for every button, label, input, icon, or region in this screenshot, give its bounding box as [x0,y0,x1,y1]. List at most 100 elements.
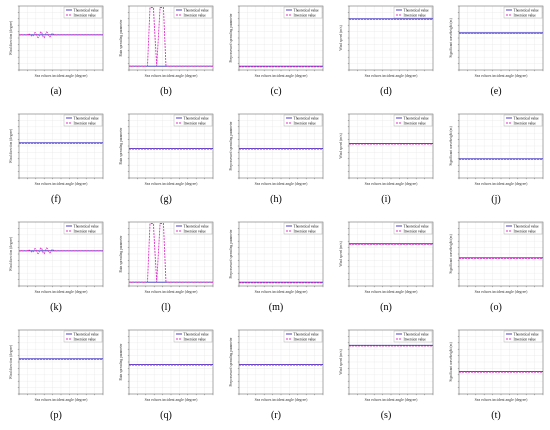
legend-box [173,222,213,235]
y-axis-label: Wind direction (degree) [9,20,13,55]
x-axis-label: Sea echoes incident angle (degree) [475,182,528,186]
legend-box [283,114,323,127]
panel-label-e: (e) [490,86,502,97]
legend-box [393,222,433,235]
chart-panel-q: Theoretical value Inversion value Sea echo… [116,324,216,406]
series-inversion-k [19,246,103,255]
legend-box [173,114,213,127]
y-axis-label: Significant waveheight (m) [449,234,453,274]
legend-label-inversion: Inversion value [514,229,537,233]
legend-label-inversion: Inversion value [294,13,317,17]
legend-box [63,114,103,127]
legend-box [503,222,543,235]
chart-panel-e: Theoretical value Inversion value Sea echo… [446,0,546,82]
legend-label-theoretical: Theoretical value [74,116,99,120]
series-inversion-b [129,7,213,67]
chart-panel-c: Theoretical value Inversion value Sea echo… [226,0,326,82]
panel-label-m: (m) [268,302,284,313]
legend-label-inversion: Inversion value [404,229,427,233]
panel-label-h: (h) [270,194,282,205]
y-axis-label: Rain spreading parameter [119,343,123,381]
x-axis-label: Sea echoes incident angle (degree) [365,182,418,186]
legend-box [283,6,323,19]
legend-label-inversion: Inversion value [74,13,97,17]
legend-label-theoretical: Theoretical value [514,116,539,120]
legend-label-theoretical: Theoretical value [294,116,319,120]
panel-label-n: (n) [380,302,392,313]
legend-label-theoretical: Theoretical value [184,116,209,120]
legend-label-theoretical: Theoretical value [184,224,209,228]
legend-box [283,330,323,343]
x-axis-label: Sea echoes incident angle (degree) [475,74,528,78]
chart-panel-l: Theoretical value Inversion value Sea echo… [116,216,216,298]
legend-label-inversion: Inversion value [404,13,427,17]
panel-label-f: (f) [51,194,61,205]
panel-label-d: (d) [380,86,392,97]
legend-label-theoretical: Theoretical value [514,8,539,12]
legend-label-theoretical: Theoretical value [74,224,99,228]
legend-label-inversion: Inversion value [514,337,537,341]
x-axis-label: Sea echoes incident angle (degree) [145,74,198,78]
legend-label-theoretical: Theoretical value [404,332,429,336]
y-axis-label: Rain spreading parameter [119,127,123,165]
legend-box [503,330,543,343]
legend-box [173,330,213,343]
legend-box [503,6,543,19]
chart-panel-g: Theoretical value Inversion value Sea echo… [116,108,216,190]
legend-label-theoretical: Theoretical value [294,224,319,228]
legend-label-theoretical: Theoretical value [404,224,429,228]
legend-label-inversion: Inversion value [184,13,207,17]
legend-box [393,330,433,343]
x-axis-label: Sea echoes incident angle (degree) [365,398,418,402]
chart-panel-d: Theoretical value Inversion value Sea echo… [336,0,436,82]
legend-box [63,6,103,19]
y-axis-label: Significant waveheight (m) [449,18,453,58]
y-axis-label: Rain spreading parameter [119,235,123,273]
panel-label-i: (i) [381,194,391,205]
legend-label-theoretical: Theoretical value [294,8,319,12]
chart-panel-s: Theoretical value Inversion value Sea echo… [336,324,436,406]
legend-label-inversion: Inversion value [404,337,427,341]
legend-label-inversion: Inversion value [294,337,317,341]
legend-label-inversion: Inversion value [184,229,207,233]
legend-box [63,222,103,235]
legend-label-theoretical: Theoretical value [74,8,99,12]
y-axis-label: Wind speed (m/s) [339,132,343,158]
y-axis-label: Wind speed (m/s) [339,24,343,50]
x-axis-label: Sea echoes incident angle (degree) [255,398,308,402]
y-axis-label: Rain spreading parameter [119,19,123,57]
legend-label-theoretical: Theoretical value [404,8,429,12]
legend-label-theoretical: Theoretical value [514,332,539,336]
y-axis-label: Prepossessed spreading parameter [229,13,233,63]
chart-panel-i: Theoretical value Inversion value Sea echo… [336,108,436,190]
legend-box [173,6,213,19]
chart-panel-f: Theoretical value Inversion value Sea echo… [6,108,106,190]
legend-label-theoretical: Theoretical value [184,8,209,12]
x-axis-label: Sea echoes incident angle (degree) [35,74,88,78]
x-axis-label: Sea echoes incident angle (degree) [475,398,528,402]
legend-box [63,330,103,343]
panel-label-q: (q) [160,410,172,421]
